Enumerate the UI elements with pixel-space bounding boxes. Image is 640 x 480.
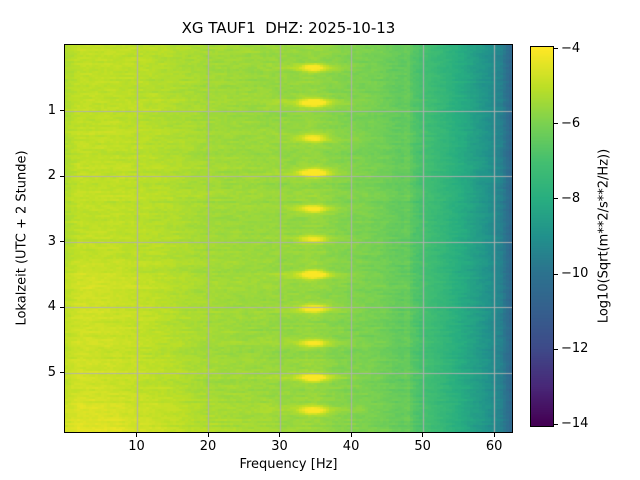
colorbar-label: Log10(Sqrt(m**2/s**2/Hz)) <box>596 148 612 324</box>
y-tick-mark <box>60 372 64 374</box>
y-tick-label: 5 <box>47 364 56 380</box>
y-tick-mark <box>60 110 64 112</box>
y-axis-label: Lokalzeit (UTC + 2 Stunde) <box>14 150 30 326</box>
y-tick-label: 4 <box>47 299 56 315</box>
x-tick-mark <box>493 433 495 437</box>
colorbar-canvas <box>531 47 553 426</box>
x-tick-label: 60 <box>485 439 503 454</box>
colorbar-tick-mark <box>554 123 558 125</box>
colorbar-tick-label: −14 <box>561 416 589 432</box>
x-tick-label: 30 <box>271 439 288 454</box>
colorbar-tick-label: −4 <box>561 40 581 56</box>
spectrogram-plot <box>65 45 512 432</box>
colorbar-tick-mark <box>554 423 558 425</box>
colorbar-tick-label: −10 <box>561 266 589 282</box>
x-tick-mark <box>279 433 281 437</box>
colorbar <box>531 47 553 426</box>
x-tick-mark <box>136 433 138 437</box>
spectrogram-canvas <box>65 45 512 432</box>
y-tick-label: 1 <box>47 102 56 118</box>
y-tick-label: 2 <box>47 168 56 184</box>
colorbar-tick-mark <box>554 348 558 350</box>
x-tick-label: 50 <box>414 439 431 454</box>
colorbar-tick-mark <box>554 198 558 200</box>
colorbar-tick-label: −6 <box>561 115 581 131</box>
x-axis-label: Frequency [Hz] <box>239 457 338 472</box>
x-tick-label: 40 <box>342 439 360 454</box>
x-tick-mark <box>422 433 424 437</box>
y-tick-mark <box>60 306 64 308</box>
colorbar-tick-label: −8 <box>561 190 581 206</box>
y-tick-mark <box>60 175 64 177</box>
x-tick-label: 10 <box>128 439 145 454</box>
colorbar-tick-label: −12 <box>561 341 589 357</box>
chart-title: XG TAUF1 DHZ: 2025-10-13 <box>181 19 396 37</box>
y-tick-label: 3 <box>47 233 56 249</box>
y-tick-mark <box>60 241 64 243</box>
x-tick-label: 20 <box>199 439 217 454</box>
colorbar-tick-mark <box>554 48 558 50</box>
colorbar-tick-mark <box>554 273 558 275</box>
x-tick-mark <box>207 433 209 437</box>
x-tick-mark <box>350 433 352 437</box>
